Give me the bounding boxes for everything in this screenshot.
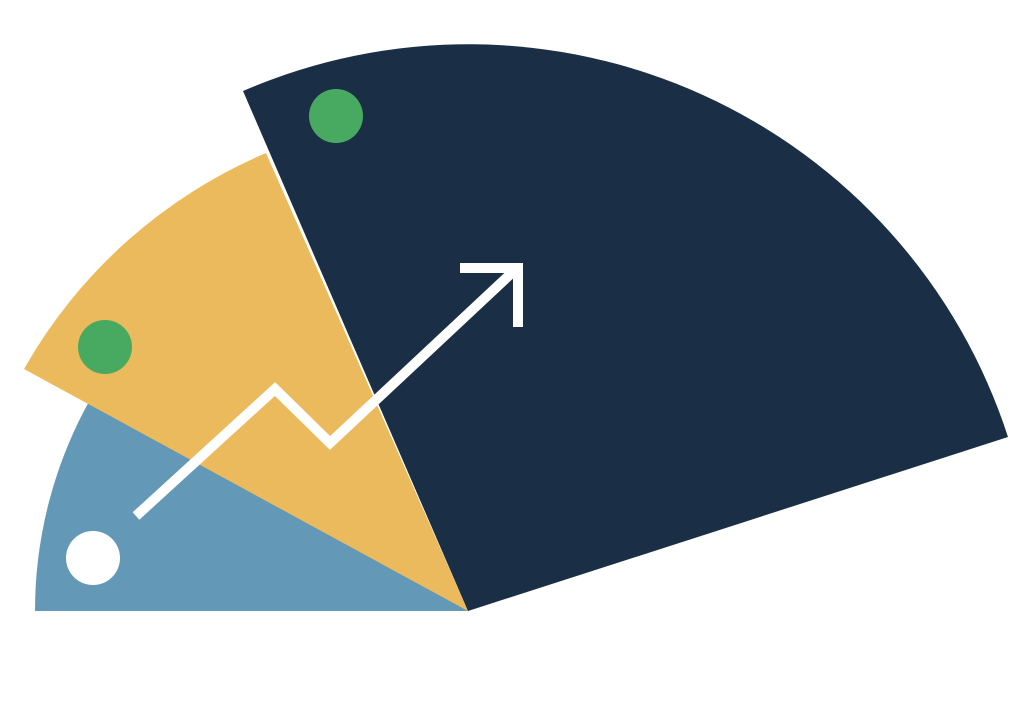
small-sector xyxy=(35,398,468,611)
medium-sector-dot xyxy=(78,320,132,374)
small-sector-dot xyxy=(66,531,120,585)
medium-sector xyxy=(24,153,468,611)
large-sector xyxy=(243,44,1008,611)
growth-arrow-icon xyxy=(132,263,523,520)
arrow-head xyxy=(460,263,523,327)
large-sector-dot xyxy=(309,89,363,143)
trend-line xyxy=(132,264,521,520)
